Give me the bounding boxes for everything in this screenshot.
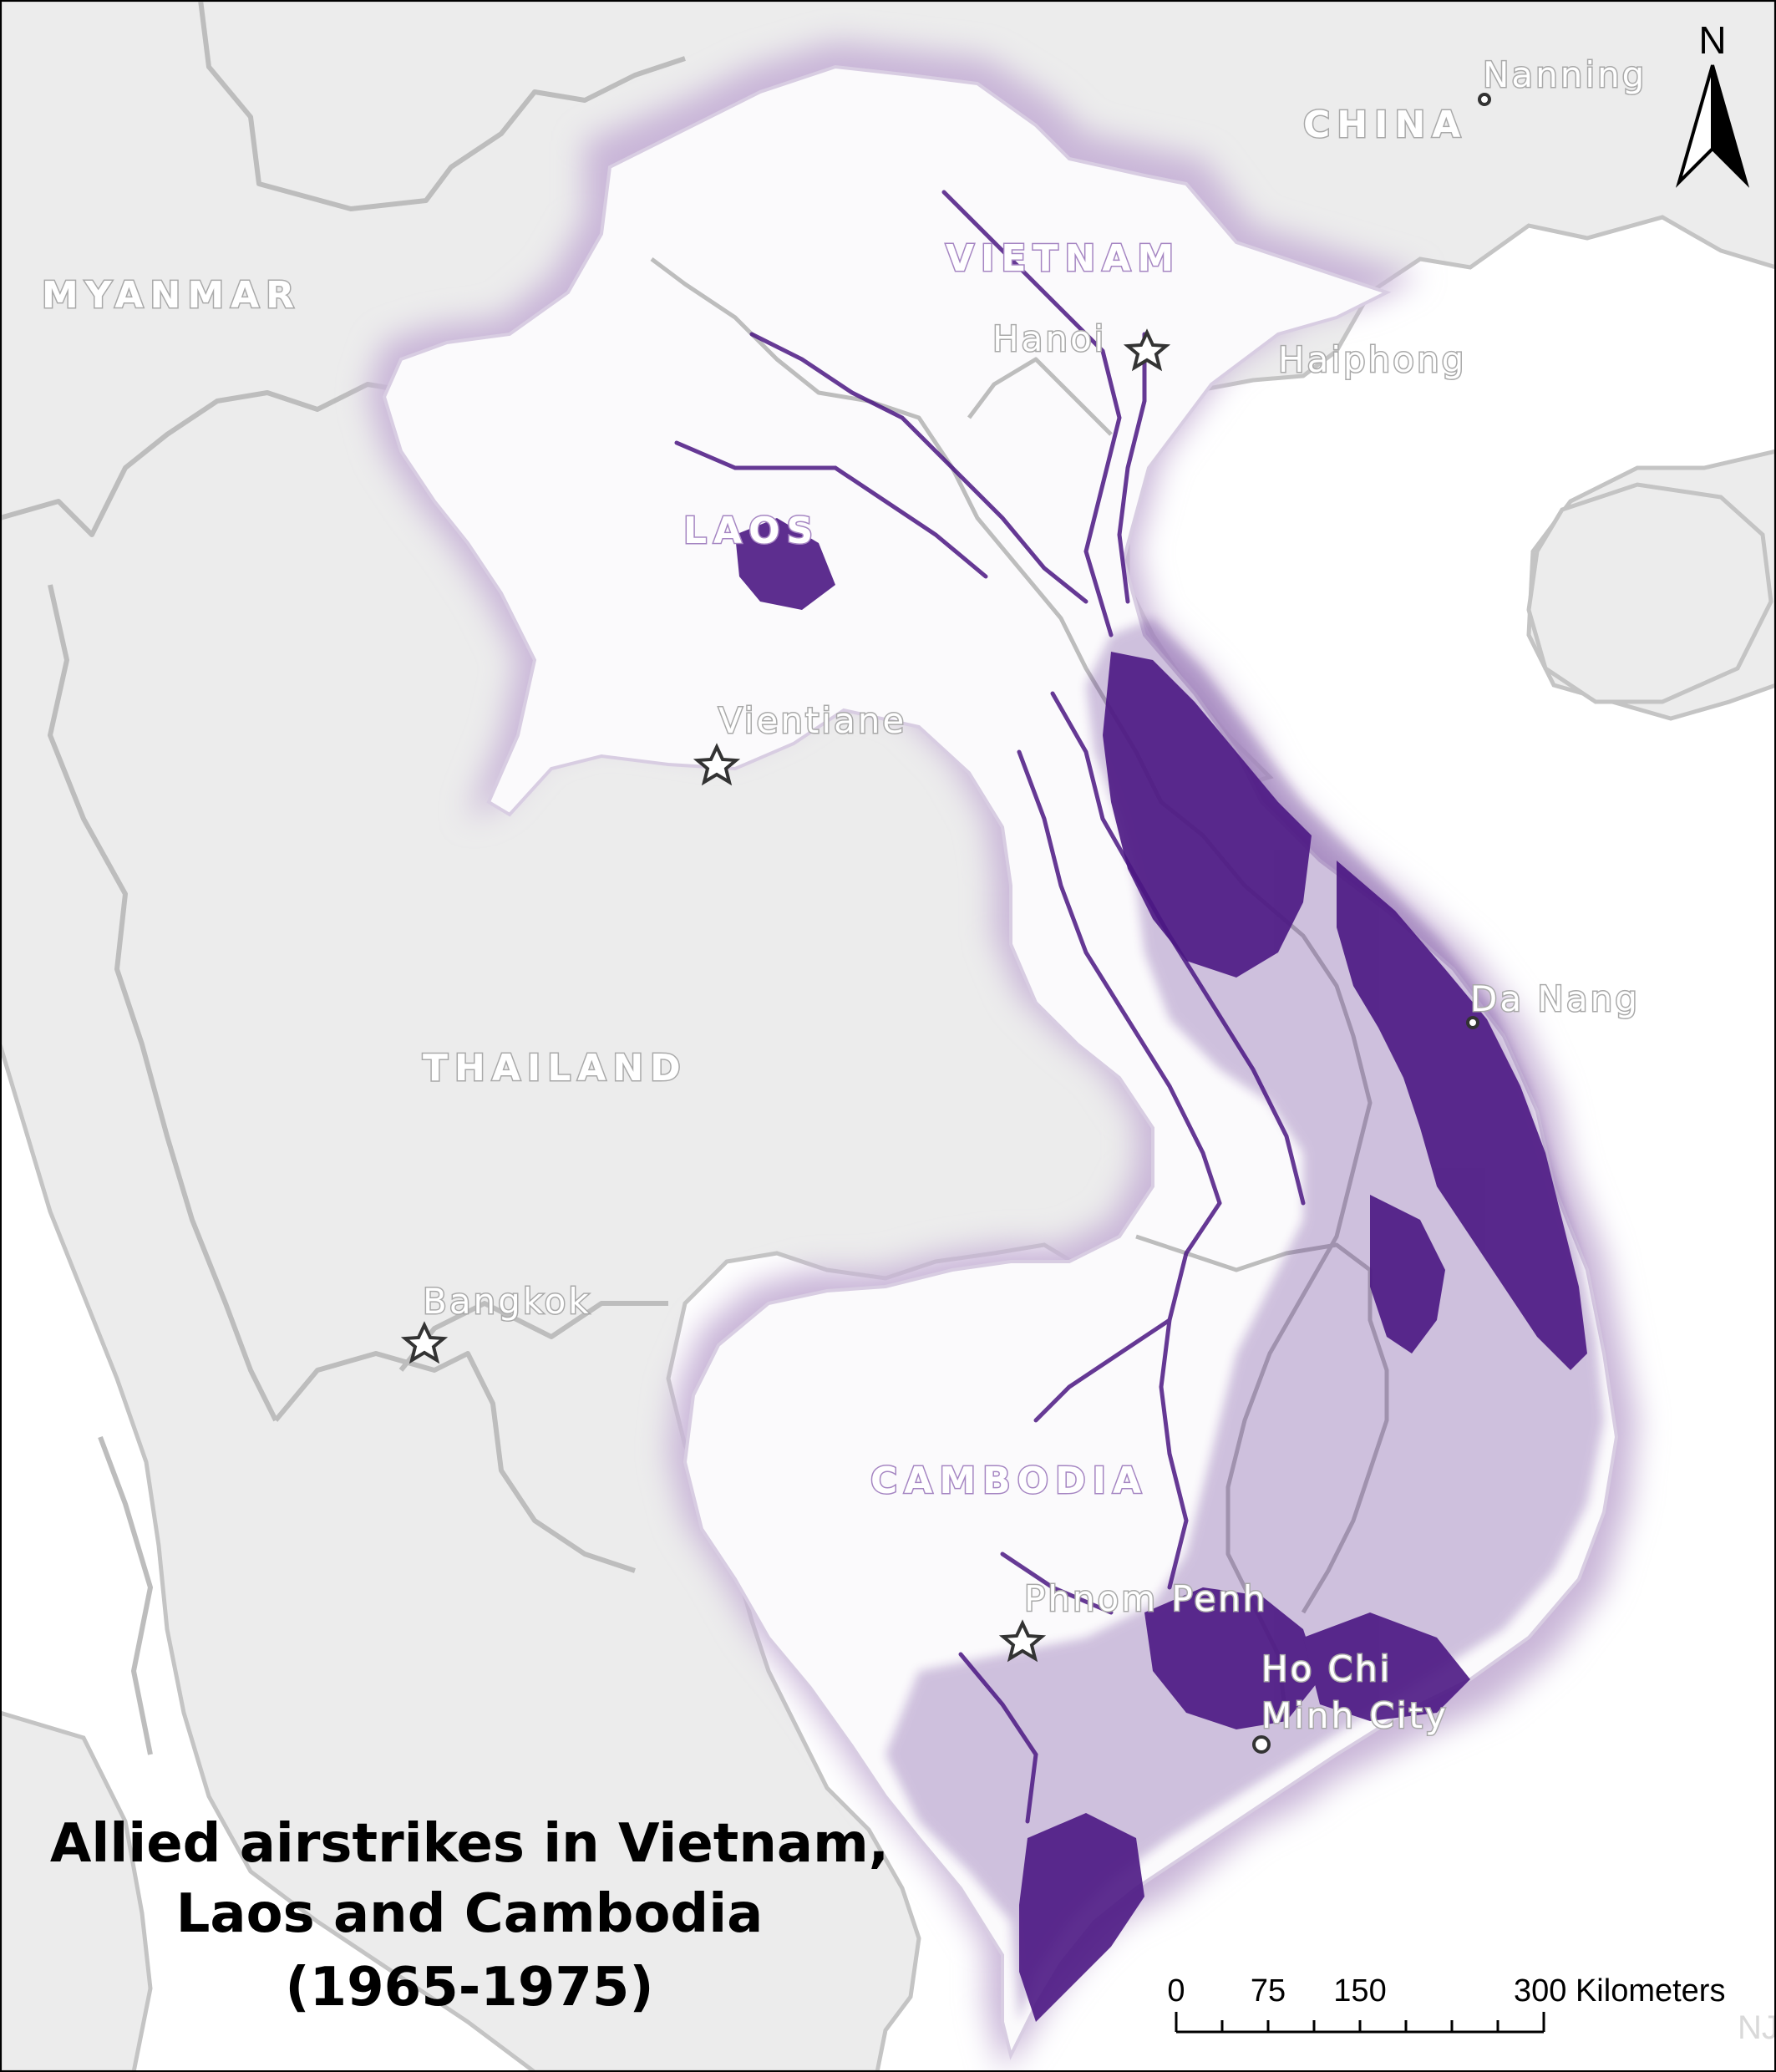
phnom-penh-marker-icon (998, 1619, 1047, 1663)
country-label-china: CHINA (1303, 104, 1467, 146)
ho-chi-minh-city-marker-icon (1252, 1735, 1271, 1754)
city-label-phnom-penh: Phnom Penh (1024, 1578, 1267, 1619)
city-markers (400, 93, 1491, 1754)
city-label-bangkok: Bangkok (423, 1281, 591, 1322)
scale-bar: 0 75 150 300 Kilometers (1167, 1973, 1725, 2034)
city-label-da-nang: Da Nang (1470, 978, 1640, 1019)
city-label-haiphong: Haiphong (1278, 339, 1466, 380)
scale-tick-150: 150 (1333, 1973, 1386, 2009)
scale-tick-0: 0 (1167, 1973, 1185, 2009)
bangkok-marker-icon (400, 1321, 449, 1364)
country-label-laos: LAOS (683, 510, 819, 552)
country-labels: MYANMAR CHINA THAILAND VIETNAM LAOS CAMB… (41, 103, 1467, 1504)
hainan-island (1526, 482, 1773, 704)
scale-tick-300: 300 Kilometers (1514, 1973, 1725, 2009)
nanning-marker-icon (1478, 93, 1491, 106)
city-label-hanoi: Hanoi (992, 318, 1106, 359)
city-label-ho-chi-minh-city-line-1: Ho Chi (1261, 1648, 1392, 1689)
title-line-1: Allied airstrikes in Vietnam, (50, 1813, 889, 1875)
scale-tick-75: 75 (1251, 1973, 1286, 2009)
title-line-3: (1965-1975) (285, 1957, 653, 2019)
airstrike-density (674, 190, 1604, 2022)
title-line-2: Laos and Cambodia (176, 1883, 764, 1945)
country-label-thailand: THAILAND (423, 1047, 688, 1089)
vientiane-marker-icon (693, 743, 741, 786)
country-label-vietnam: VIETNAM (946, 237, 1180, 280)
north-arrow-label: N (1698, 18, 1726, 62)
city-label-nanning: Nanning (1483, 54, 1647, 95)
peninsula-land (0, 1710, 153, 2072)
city-label-vientiane: Vientiane (718, 700, 906, 741)
city-label-ho-chi-minh-city-line-2: Minh City (1261, 1695, 1449, 1736)
north-arrow: N (1675, 18, 1750, 188)
map-credit: NJC (1738, 2009, 1776, 2046)
country-label-cambodia: CAMBODIA (870, 1460, 1148, 1502)
city-labels: Nanning Hanoi Haiphong Vientiane Da Nang… (422, 53, 1647, 1738)
country-label-myanmar: MYANMAR (42, 274, 301, 317)
map-title: Allied airstrikes in Vietnam, Laos and C… (50, 1813, 889, 2019)
da-nang-marker-icon (1466, 1016, 1479, 1029)
hanoi-marker-icon (1123, 328, 1171, 372)
